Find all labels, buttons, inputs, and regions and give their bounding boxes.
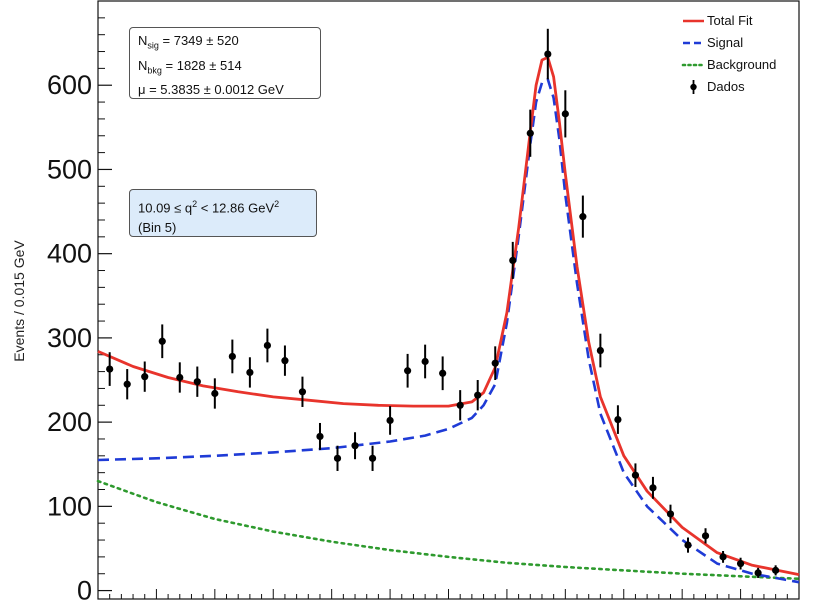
legend-label: Signal (707, 35, 744, 50)
data-point (246, 368, 254, 377)
data-point (421, 357, 429, 366)
data-point (158, 337, 166, 345)
y-tick-label: 600 (47, 70, 92, 100)
legend-swatch-dados-marker (690, 83, 697, 91)
data-point (614, 416, 622, 424)
background-curve (96, 479, 801, 581)
data-point (368, 454, 377, 462)
legend-label: Total Fit (707, 13, 753, 28)
data-point (772, 566, 780, 574)
mu-text: μ = 5.3835 ± 0.0012 GeV (138, 82, 284, 98)
data-point (631, 471, 640, 479)
data-points (106, 28, 780, 578)
y-tick-label: 100 (47, 491, 92, 521)
data-point (404, 367, 412, 375)
data-point (211, 389, 219, 398)
data-point (561, 110, 569, 118)
legend-glyphs (681, 19, 706, 94)
y-axis-ticks: 0 100 200 300 400 500 600 (47, 17, 112, 604)
y-tick-label: 300 (47, 323, 92, 353)
legend-label: Dados (707, 79, 745, 94)
data-point (106, 365, 114, 373)
y-tick-label: 200 (47, 407, 92, 437)
y-tick-label: 0 (77, 576, 92, 604)
data-point (509, 256, 517, 265)
data-point (456, 401, 464, 409)
data-point (719, 553, 727, 561)
data-point (176, 373, 184, 382)
data-point (526, 129, 534, 137)
legend-label: Background (707, 57, 777, 72)
fit-curves (96, 56, 801, 584)
data-point (684, 541, 692, 549)
nbkg-text: Nbkg = 1828 ± 514 (138, 57, 242, 76)
bin-name-text: (Bin 5) (138, 220, 177, 236)
data-point (491, 359, 499, 367)
data-point (123, 380, 131, 388)
bin-info-box: 10.09 ≤ q2 < 12.86 GeV2 (Bin 5) (129, 189, 317, 237)
data-point (386, 416, 394, 425)
data-point (596, 346, 604, 355)
data-point (701, 532, 710, 540)
data-point (316, 432, 324, 441)
nsig-text: Nsig = 7349 ± 520 (138, 33, 239, 51)
data-point (141, 373, 149, 381)
data-point (193, 378, 201, 386)
bin-range-text: 10.09 ≤ q2 < 12.86 GeV2 (138, 199, 280, 216)
y-axis-label: Events / 0.015 GeV (11, 240, 27, 362)
y-tick-label: 400 (47, 239, 92, 269)
data-point (736, 560, 745, 568)
data-point (666, 510, 675, 518)
data-point (333, 454, 342, 462)
data-point (351, 442, 359, 450)
data-point (754, 569, 762, 577)
y-tick-label: 500 (47, 154, 92, 184)
data-point (281, 357, 289, 365)
total-fit-curve (97, 56, 800, 576)
fit-results-box: Nsig = 7349 ± 520 Nbkg = 1828 ± 514 μ = … (129, 27, 321, 99)
data-point (263, 341, 272, 350)
data-point (474, 391, 482, 399)
x-axis-ticks (97, 589, 800, 599)
data-point (579, 213, 587, 221)
signal-curve (97, 78, 800, 584)
data-point (228, 352, 236, 361)
data-point (298, 388, 307, 396)
data-point (439, 369, 447, 377)
data-point (649, 484, 657, 492)
data-point (544, 50, 552, 58)
